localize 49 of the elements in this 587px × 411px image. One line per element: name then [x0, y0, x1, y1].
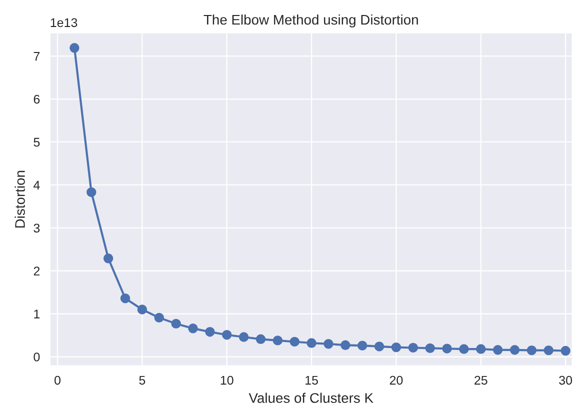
point	[560, 346, 570, 356]
x-tick-label: 20	[390, 376, 403, 385]
x-axis-title: Values of Clusters K	[248, 392, 374, 403]
point	[86, 187, 96, 198]
x-tick-label: 5	[139, 376, 146, 385]
point	[120, 293, 130, 304]
point	[476, 344, 486, 354]
point	[442, 344, 452, 354]
point	[544, 345, 554, 356]
point	[256, 334, 266, 344]
point	[374, 342, 384, 352]
point	[171, 318, 181, 329]
point	[290, 336, 300, 347]
point	[154, 312, 164, 323]
point	[324, 339, 334, 349]
point	[272, 336, 283, 346]
y-tick-label: 7	[34, 52, 40, 61]
y-tick-label: 0	[34, 352, 40, 362]
x-tick-label: 15	[306, 376, 318, 385]
point	[492, 345, 503, 355]
point	[70, 43, 80, 53]
y-axis-title: Distortion	[14, 170, 25, 228]
point	[408, 342, 418, 353]
point	[306, 338, 316, 348]
point	[425, 343, 435, 354]
point	[526, 345, 537, 356]
text: 1e13	[50, 18, 78, 28]
point	[510, 345, 520, 355]
y-tick-label: 6	[34, 94, 40, 104]
x-tick-label: 10	[220, 376, 234, 385]
y-tick-label: 3	[34, 224, 40, 233]
y-tick-label: 1	[34, 310, 40, 318]
point	[188, 324, 198, 334]
point	[357, 340, 368, 350]
point	[222, 330, 232, 340]
point	[238, 332, 249, 342]
point	[137, 304, 148, 314]
y-tick-label: 5	[34, 138, 40, 147]
point	[103, 254, 114, 264]
x-tick-label: 0	[54, 376, 61, 385]
point	[340, 340, 350, 350]
chart-title: The Elbow Method using Distortion	[204, 14, 418, 28]
x-tick-label: 30	[559, 376, 572, 385]
y-tick-label: 4	[34, 180, 40, 190]
point	[459, 344, 469, 354]
point	[391, 342, 402, 352]
y-tick-label: 2	[34, 266, 40, 276]
x-tick-label: 25	[474, 376, 488, 385]
point	[205, 326, 215, 337]
